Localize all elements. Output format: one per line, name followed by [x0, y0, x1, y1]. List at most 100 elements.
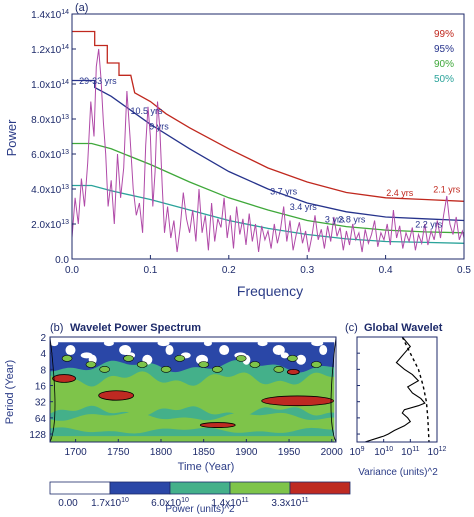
y-tick-label: 6.0x1013: [31, 149, 69, 161]
low-power-gap: [319, 345, 328, 356]
low-power-gap: [280, 352, 289, 359]
significant-power-contour: [235, 355, 247, 362]
colorbar-cell: [49, 481, 111, 495]
x-tick-label: 1012: [428, 446, 447, 458]
power-band-level-3-long: [50, 412, 335, 434]
low-power-gap: [311, 340, 324, 347]
low-power-gap: [50, 340, 59, 347]
high-power-region: [52, 374, 77, 383]
panel-b-label: (b): [50, 322, 63, 334]
low-power-gap: [165, 345, 174, 356]
wavelet-title: Wavelet Power Spectrum: [70, 322, 201, 334]
peak-annotation: 9 yrs: [149, 122, 169, 132]
low-power-gap: [103, 340, 114, 347]
low-power-gap: [219, 345, 230, 356]
y-tick-label: 8.0x1013: [31, 114, 69, 126]
colorbar-tick-label: 0.00: [58, 498, 78, 509]
global-wavelet-global-line: [364, 337, 426, 442]
y-tick-label: 16: [35, 382, 47, 393]
significant-power-contour: [136, 361, 148, 368]
power-band-bottom: [50, 436, 335, 442]
wavelet-frame: [49, 336, 337, 443]
y-tick-label: 8: [40, 365, 46, 376]
series-line-99pct: [72, 30, 464, 202]
y-tick-label: 1.4x1014: [31, 9, 69, 21]
peak-annotation: 2.1 yrs: [433, 185, 461, 195]
x-tick-label: 1900: [235, 447, 258, 458]
x-tick-label: 0.1: [143, 265, 157, 276]
global-wavelet-panel: 109 1010 1011 1012 (c) Global Wavelet Varia…: [345, 322, 447, 478]
legend-entry: 50%: [434, 74, 454, 85]
x-tick-label: 0.2: [222, 265, 236, 276]
significant-power-contour: [287, 355, 298, 362]
peak-annotation: 29-33 yrs: [79, 76, 117, 86]
frequency-axis-title: Frequency: [237, 283, 303, 299]
x-tick-label: 0.4: [379, 265, 393, 276]
peak-annotation: 2.4 yrs: [386, 188, 414, 198]
significant-power-contour: [160, 366, 172, 373]
x-tick-label: 0.5: [457, 265, 471, 276]
colorbar-tick-label: 3.3x1011: [271, 497, 308, 509]
legend-entry: 95%: [434, 44, 454, 55]
y-tick-label: 4: [40, 349, 46, 360]
x-tick-label: 1950: [278, 447, 301, 458]
y-tick-label: 32: [35, 398, 47, 409]
global-wavelet-significance-line: [401, 337, 430, 442]
high-power-region: [98, 390, 135, 401]
colorbar-tick-label: 1.4x1011: [211, 497, 248, 509]
colorbar-cell: [169, 481, 231, 495]
significant-power-contour: [99, 366, 110, 373]
global-wavelet-title: Global Wavelet: [364, 322, 443, 334]
x-tick-label: 1750: [107, 447, 130, 458]
colorbar-tick-label: 6.0x1010: [151, 497, 189, 509]
power-spectrum-panel: 0.0 0.1 0.2 0.3 0.4 0.5 0.0 2.0x1013 4.0x1013 6.0…: [4, 2, 471, 299]
significant-power-contour: [311, 361, 322, 368]
legend-entry: 99%: [434, 29, 454, 40]
y-tick-label: 2.0x1013: [31, 219, 69, 231]
y-tick-label: 64: [35, 414, 47, 425]
colorbar-cell: [289, 481, 351, 495]
colorbar-label: Power (units)^2: [165, 504, 235, 515]
y-tick-label: 4.0x1013: [31, 184, 69, 196]
period-axis-title: Period (Year): [4, 360, 16, 424]
power-spectrum-frame: [71, 13, 465, 260]
significant-power-contour: [174, 355, 186, 362]
cone-of-influence: [50, 337, 336, 442]
x-tick-label: 2000: [321, 447, 344, 458]
panel-a-label: (a): [75, 2, 88, 14]
peak-annotation: 3.4 yrs: [290, 202, 318, 212]
x-tick-label: 0.3: [300, 265, 314, 276]
y-tick-label: 2: [40, 333, 46, 344]
peak-annotation: 2.2 yrs: [415, 220, 443, 230]
wavelet-power-panel: 1700 1750 1800 1850 1900 1950 2000 2 4 8 16 32 64 128…: [4, 322, 343, 473]
global-wavelet-frame: [356, 336, 438, 443]
significant-power-contour: [212, 366, 223, 373]
series-line-95pct: [72, 79, 464, 222]
colorbar-cell: [109, 481, 171, 495]
y-tick-label: 1.0x1014: [31, 79, 69, 91]
low-power-gap: [65, 345, 76, 356]
low-power-gap: [119, 345, 132, 356]
colorbar: 0.00 1.7x1010 6.0x1010 1.4x1011 3.3x1011 Pow…: [49, 481, 351, 515]
x-tick-label: 1800: [150, 447, 173, 458]
significant-power-contour: [85, 361, 97, 368]
y-tick-label: 1.2x1014: [31, 44, 69, 56]
low-power-gap: [257, 340, 268, 347]
low-power-gap: [295, 354, 306, 365]
x-tick-label: 1700: [64, 447, 87, 458]
series-line-90pct: [72, 142, 464, 234]
peak-annotation: 3.7 yrs: [270, 186, 298, 196]
x-tick-label: 1010: [374, 446, 393, 458]
peak-annotation: 2.8 yrs: [338, 214, 366, 224]
x-tick-label: 109: [349, 446, 364, 458]
significant-power-contour: [61, 355, 73, 362]
x-tick-label: 1850: [193, 447, 216, 458]
y-tick-label: 0.0: [55, 255, 69, 266]
low-power-gap: [272, 345, 285, 356]
significant-power-contour: [249, 361, 261, 368]
time-axis-title: Time (Year): [178, 461, 235, 473]
x-tick-label: 0.0: [65, 265, 79, 276]
significant-power-contour: [198, 361, 209, 368]
colorbar-cell: [229, 481, 291, 495]
